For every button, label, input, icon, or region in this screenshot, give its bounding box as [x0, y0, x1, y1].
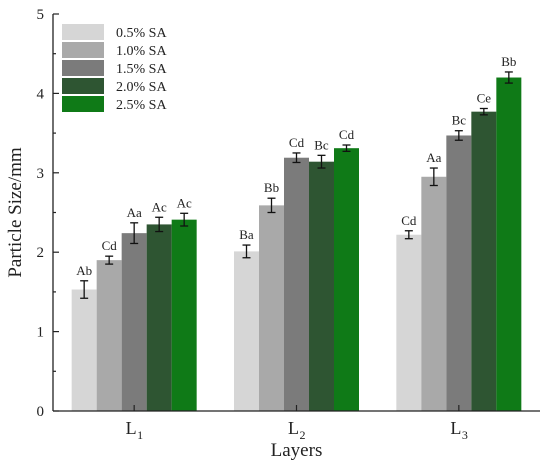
data-label: Bc	[314, 137, 329, 152]
data-label: Cd	[401, 213, 417, 228]
y-tick-label: 2	[37, 245, 45, 261]
bar	[96, 260, 122, 411]
y-tick-label: 0	[37, 404, 45, 420]
x-tick-label: L	[288, 418, 299, 438]
bar	[396, 234, 422, 411]
x-tick-label: L	[450, 418, 461, 438]
bar	[309, 161, 334, 411]
plot-area: Ab Ba Cd Cd Bb Aa Aa Cd Bc Ac Bc Ce Ac Cd Bb	[71, 54, 522, 412]
bar	[71, 289, 97, 411]
data-label: Ba	[239, 227, 254, 242]
data-label: Ce	[477, 90, 492, 105]
legend-label: 2.5% SA	[116, 98, 167, 113]
y-tick-label: 3	[37, 166, 45, 182]
bar	[146, 224, 172, 411]
data-label: Aa	[426, 150, 441, 165]
bar	[284, 157, 309, 411]
x-tick-label-subscript: 2	[300, 428, 306, 442]
bar	[421, 176, 447, 411]
legend-label: 2.0% SA	[116, 80, 167, 95]
legend-swatch	[62, 78, 104, 94]
data-label: Cd	[289, 135, 305, 150]
y-tick-label: 1	[37, 325, 45, 341]
legend-swatch	[62, 96, 104, 112]
bar	[496, 77, 522, 412]
y-tick-label: 5	[37, 7, 45, 23]
bar	[234, 251, 259, 411]
x-tick-label-subscript: 3	[462, 428, 468, 442]
bar	[171, 219, 197, 411]
bar	[446, 135, 472, 411]
legend-label: 1.0% SA	[116, 44, 167, 59]
x-axis-title: Layers	[271, 440, 323, 461]
legend-label: 0.5% SA	[116, 26, 167, 41]
x-tick-label: L	[126, 418, 137, 438]
legend: 0.5% SA 1.0% SA 1.5% SA 2.0% SA 2.5% SA	[62, 24, 167, 113]
data-label: Bb	[501, 54, 516, 69]
bar	[259, 205, 284, 411]
x-tick-label-subscript: 1	[137, 428, 143, 442]
y-axis-title: Particle Size/mm	[5, 147, 26, 278]
bar	[334, 148, 359, 411]
data-label: Cd	[102, 238, 118, 253]
data-label: Bc	[452, 113, 467, 128]
data-label: Aa	[127, 205, 142, 220]
data-label: Bb	[264, 180, 279, 195]
legend-swatch	[62, 24, 104, 40]
data-label: Ac	[177, 195, 192, 210]
data-label: Ab	[76, 263, 92, 278]
bar	[471, 111, 497, 412]
legend-label: 1.5% SA	[116, 62, 167, 77]
bar	[121, 233, 147, 411]
legend-swatch	[62, 60, 104, 76]
legend-swatch	[62, 42, 104, 58]
y-tick-label: 4	[37, 86, 45, 102]
data-label: Ac	[152, 199, 167, 214]
data-label: Cd	[339, 127, 355, 142]
